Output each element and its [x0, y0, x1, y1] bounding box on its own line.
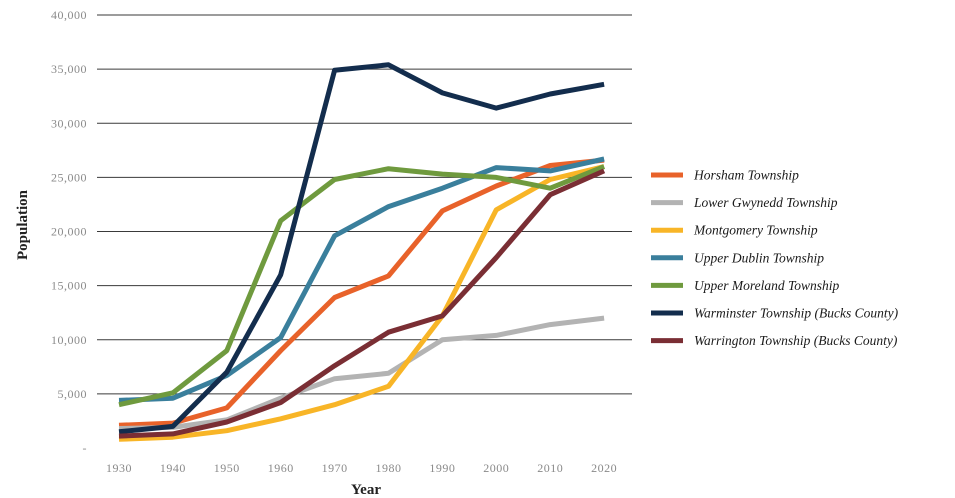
- x-tick-label: 1970: [322, 461, 348, 475]
- x-tick-label: 1980: [376, 461, 402, 475]
- series-line: [118, 156, 605, 403]
- series-line: [118, 157, 605, 428]
- legend-label: Upper Moreland Township: [694, 278, 840, 293]
- series-line: [118, 168, 606, 439]
- legend-label: Warrington Township (Bucks County): [694, 333, 898, 348]
- y-tick-label: -: [83, 441, 88, 455]
- x-tick-label: 1950: [214, 461, 240, 475]
- y-tick-label: 20,000: [51, 225, 87, 239]
- x-tick-label: 1930: [106, 461, 132, 475]
- x-tick-label: 1990: [429, 461, 455, 475]
- legend-label: Lower Gwynedd Township: [693, 195, 838, 210]
- y-tick-label: 10,000: [51, 333, 87, 347]
- legend-label: Montgomery Township: [693, 223, 818, 238]
- x-tick-label: 2000: [483, 461, 509, 475]
- gridlines: [97, 14, 632, 395]
- legend: Horsham Township Lower Gwynedd Township Mo…: [651, 168, 899, 348]
- y-tick-label: 15,000: [51, 279, 87, 293]
- x-axis-ticks: 1930 1940 1950 1960 1970 1980 1990 2000 2010 2020: [106, 461, 617, 475]
- y-tick-label: 30,000: [51, 116, 87, 130]
- y-tick-label: 40,000: [51, 8, 87, 22]
- legend-label: Warminster Township (Bucks County): [694, 306, 899, 321]
- series-line: [118, 315, 605, 431]
- y-tick-label: 25,000: [51, 170, 87, 184]
- y-axis-title: Population: [15, 189, 31, 260]
- x-tick-label: 2010: [537, 461, 563, 475]
- x-tick-label: 1940: [160, 461, 186, 475]
- y-tick-label: 35,000: [51, 62, 87, 76]
- x-tick-label: 1960: [268, 461, 294, 475]
- y-tick-label: 5,000: [58, 387, 88, 401]
- series-line: [118, 62, 605, 435]
- legend-label: Horsham Township: [693, 168, 799, 183]
- legend-label: Upper Dublin Township: [694, 250, 824, 265]
- y-axis-ticks: - 5,000 10,000 15,000 20,000 25,000 30,000 35,0…: [51, 8, 87, 455]
- x-axis-title: Year: [351, 482, 381, 498]
- series-lines: [118, 62, 606, 442]
- series-line: [118, 164, 605, 442]
- x-tick-label: 2020: [591, 461, 617, 475]
- series-line: [118, 164, 606, 408]
